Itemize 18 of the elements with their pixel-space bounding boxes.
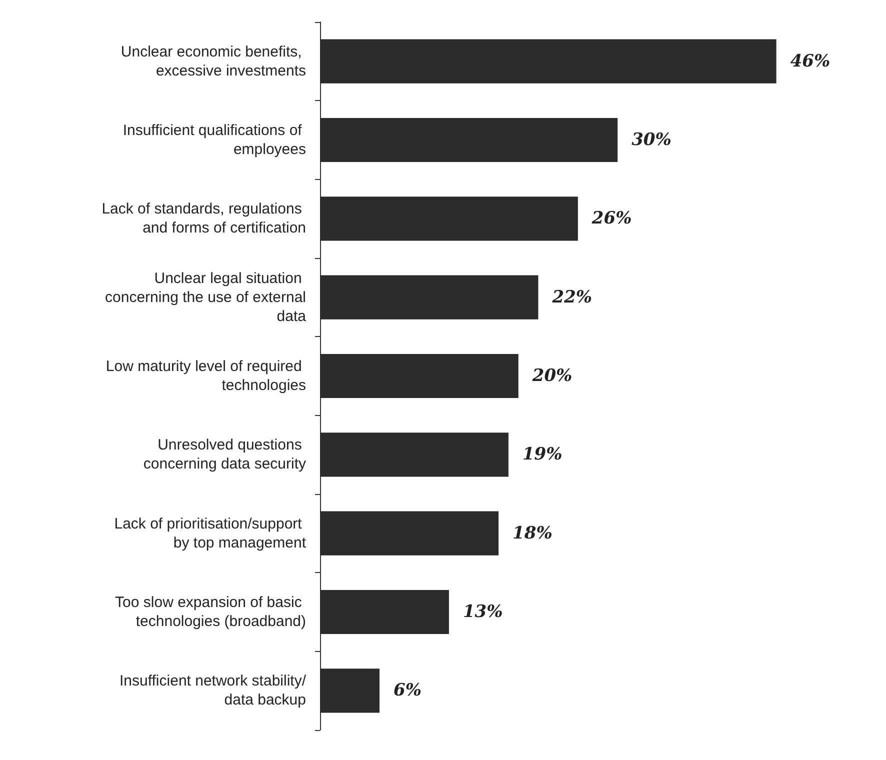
y-tick-label: Low maturity level of required technologies (106, 358, 306, 394)
y-tick-label: Unclear legal situation concerning the use of external data (105, 270, 307, 325)
y-tick-label: Lack of prioritisation/support by top management (114, 515, 307, 552)
data-label: 30% (632, 130, 672, 150)
data-label: 18% (512, 523, 552, 544)
y-tick-label: Unresolved questions concerning data security (143, 436, 306, 473)
data-label: 19% (522, 444, 562, 465)
data-label: 46% (790, 51, 830, 72)
y-tick-label: Too slow expansion of basic technologies (broadband) (115, 594, 306, 630)
y-tick-label: Insufficient qualifications of employees (122, 122, 306, 158)
data-label: 13% (462, 602, 503, 622)
data-label: 20% (531, 366, 572, 386)
y-tick-label: Insufficient network stability/data backup (120, 672, 307, 709)
data-label: 6% (394, 680, 422, 701)
data-label: 26% (590, 208, 632, 229)
y-tick-label: Lack of standards, regulations and forms of certification (102, 200, 306, 237)
y-tick-label: Unclear economic benefits, excessive investments (120, 43, 306, 80)
data-label: 22% (551, 287, 592, 308)
